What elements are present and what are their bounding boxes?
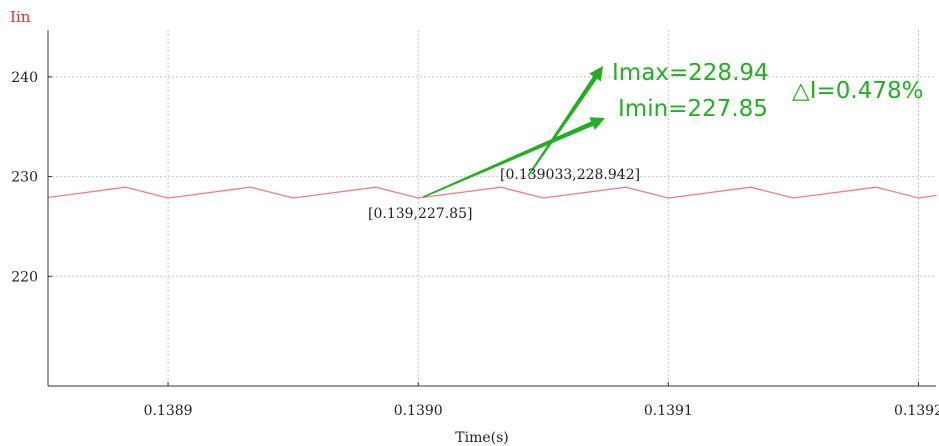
data-point (124, 186, 127, 188)
data-point (375, 186, 377, 188)
data-point (500, 186, 502, 188)
cursor-label-min: [0.139,227.85] (368, 206, 472, 222)
x-ticks: 0.1389 0.1390 0.1391 0.1392 (144, 382, 939, 419)
y-tick-label: 220 (11, 269, 38, 285)
data-point (250, 186, 252, 188)
data-point (167, 197, 169, 199)
data-point (792, 197, 795, 199)
x-tick-label: 0.1390 (394, 403, 443, 419)
imax-annotation: Imax=228.94 (612, 60, 769, 86)
imin-annotation: Imin=227.85 (618, 96, 768, 122)
grid (48, 30, 936, 386)
y-tick-label: 240 (11, 70, 38, 86)
cursor-label-max: [0.139033,228.942] (500, 167, 640, 183)
data-point (917, 197, 920, 199)
x-tick-label: 0.1389 (144, 403, 193, 419)
data-point (935, 194, 937, 197)
x-tick-label: 0.1391 (644, 403, 693, 419)
series-line-0 (47, 186, 937, 199)
y-ticks: 240 230 220 (11, 70, 52, 285)
x-tick-label: 0.1392 (894, 403, 939, 419)
data-point (625, 186, 627, 188)
plot-area (48, 30, 936, 386)
delta-i-annotation: △I=0.478% (792, 78, 923, 104)
data-point (542, 197, 544, 199)
data-point (750, 186, 752, 188)
data-point (875, 186, 877, 188)
x-axis-label: Time(s) (455, 430, 508, 446)
data-point (417, 197, 419, 199)
y-tick-label: 230 (11, 170, 38, 186)
arrow-imin (422, 117, 605, 198)
data-point (667, 197, 669, 199)
signal-label: Iin (10, 8, 31, 26)
arrow-imax (527, 66, 603, 177)
annotation-arrows (422, 66, 605, 198)
data-point (292, 197, 294, 199)
